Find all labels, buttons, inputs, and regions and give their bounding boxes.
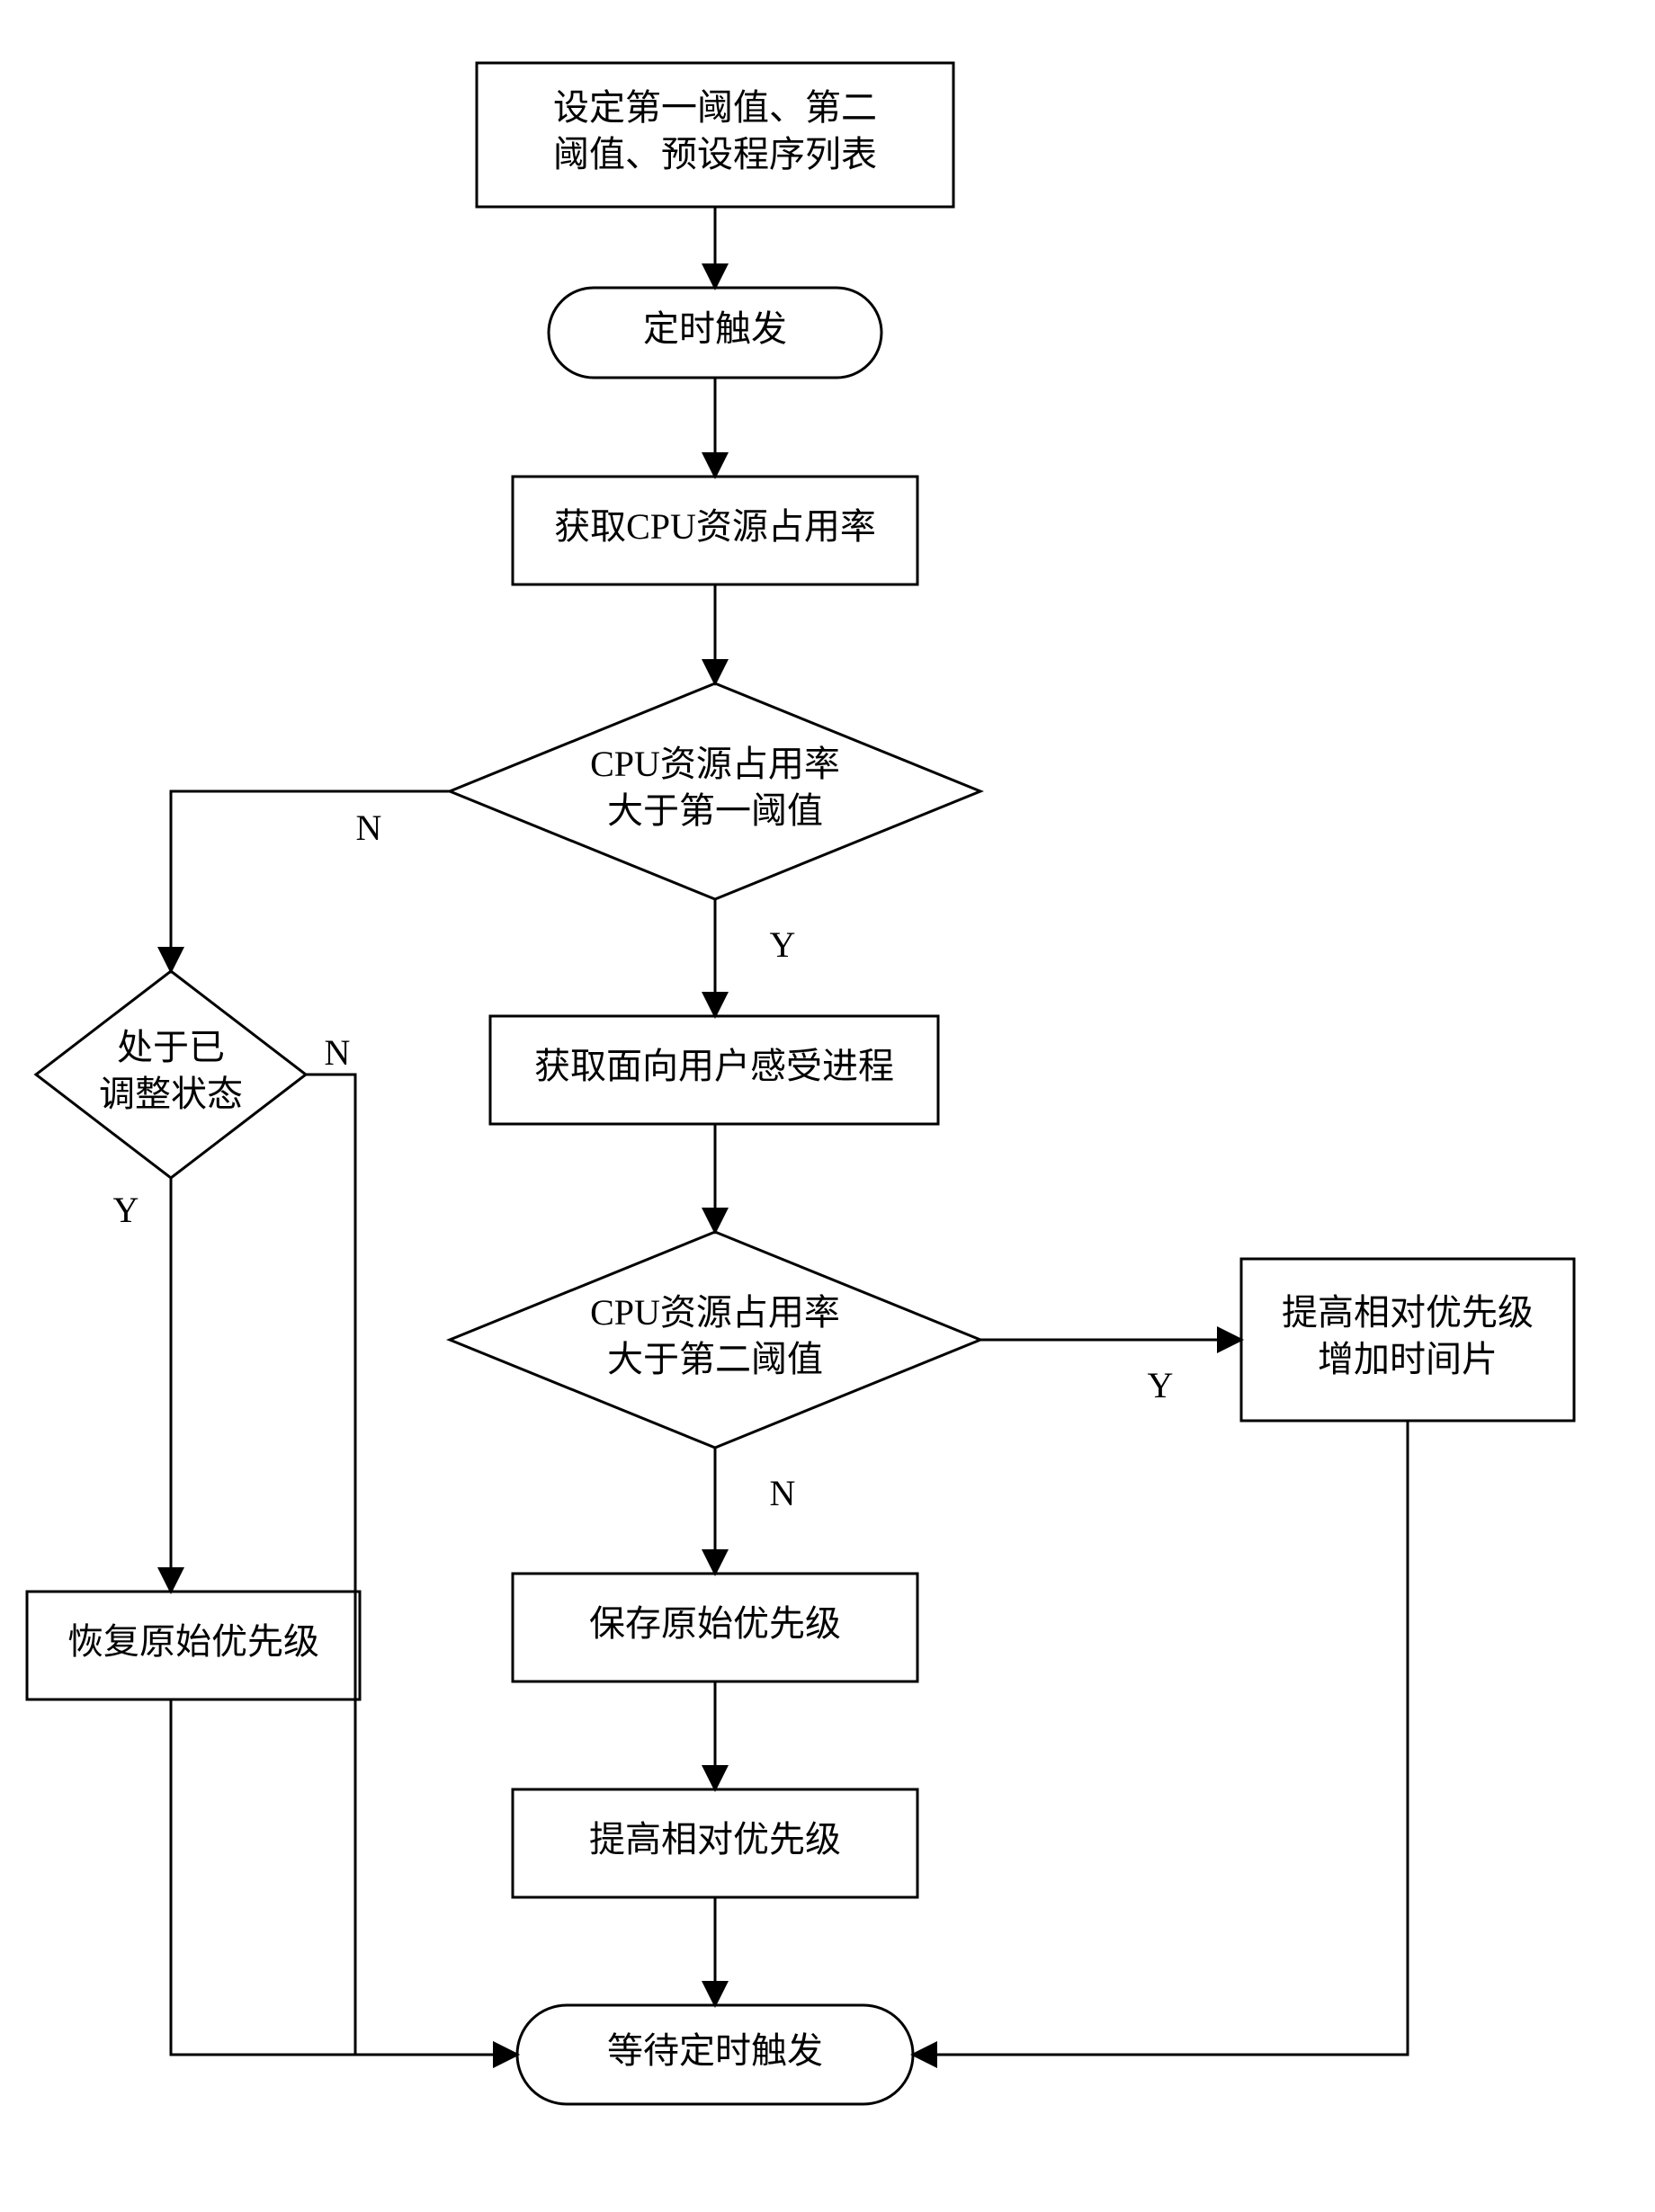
edge-label: N	[325, 1032, 351, 1073]
node-label: 保存原始优先级	[589, 1603, 841, 1644]
nodes-layer: 设定第一阈值、第二阈值、预设程序列表定时触发获取CPU资源占用率CPU资源占用率…	[27, 63, 1574, 2104]
node-label: 提高相对优先级	[589, 1819, 841, 1860]
edge-label: N	[356, 807, 382, 848]
node-label: 调整状态	[99, 1074, 243, 1114]
node-label: 阈值、预设程序列表	[553, 134, 877, 174]
node-label: 大于第二阈值	[607, 1339, 823, 1379]
flow-node-n8: 保存原始优先级	[513, 1574, 917, 1681]
node-label: 恢复原始优先级	[67, 1621, 319, 1662]
flow-node-n7: 提高相对优先级增加时间片	[1241, 1259, 1574, 1421]
flow-edge-e13	[171, 1699, 517, 2055]
node-label: 提高相对优先级	[1282, 1292, 1534, 1333]
edge-label: Y	[113, 1190, 139, 1230]
node-label: 增加时间片	[1318, 1339, 1498, 1379]
node-label: 等待定时触发	[607, 2030, 823, 2071]
flow-node-n4: CPU资源占用率大于第一阈值	[450, 683, 980, 899]
node-label: 获取面向用户感受进程	[534, 1046, 894, 1086]
flow-node-n6: CPU资源占用率大于第二阈值	[450, 1232, 980, 1448]
node-label: 设定第一阈值、第二	[553, 87, 877, 128]
node-label: 处于已	[117, 1027, 225, 1067]
flow-edge-e10	[913, 1421, 1408, 2055]
node-label: CPU资源占用率	[590, 744, 840, 784]
edge-label: Y	[1148, 1365, 1174, 1405]
flow-node-n1: 设定第一阈值、第二阈值、预设程序列表	[477, 63, 953, 207]
node-label: 获取CPU资源占用率	[554, 506, 876, 547]
flow-node-n12: 恢复原始优先级	[27, 1592, 360, 1699]
flow-edge-e11	[171, 791, 450, 971]
flow-edge-e14	[306, 1075, 517, 2055]
edge-label: N	[770, 1473, 796, 1513]
node-label: 定时触发	[643, 308, 787, 349]
node-label: 大于第一阈值	[607, 790, 823, 831]
node-label: CPU资源占用率	[590, 1292, 840, 1333]
flow-node-n5: 获取面向用户感受进程	[490, 1016, 938, 1124]
edge-label: Y	[770, 924, 796, 965]
flow-node-n9: 提高相对优先级	[513, 1789, 917, 1897]
flow-node-n3: 获取CPU资源占用率	[513, 477, 917, 584]
flow-node-n2: 定时触发	[549, 288, 881, 378]
flow-node-n10: 等待定时触发	[517, 2005, 913, 2104]
flow-node-n11: 处于已调整状态	[36, 971, 306, 1178]
